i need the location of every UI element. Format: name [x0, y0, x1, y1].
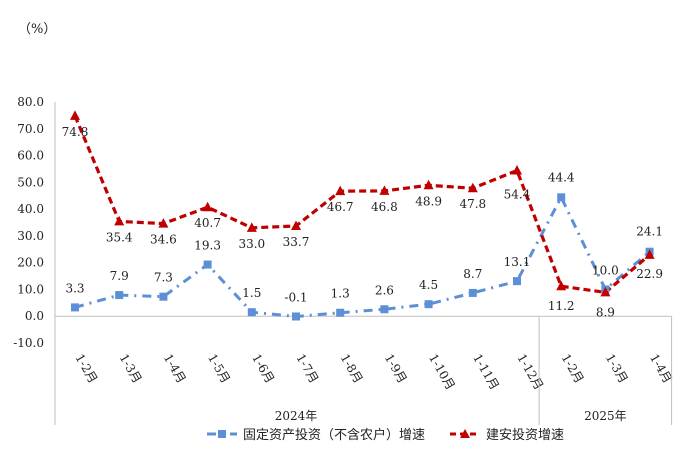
data-label: 1.3: [331, 287, 350, 301]
x-tick-label: 1-2月: [72, 352, 100, 386]
x-tick-label: 1-9月: [382, 352, 410, 386]
x-tick-label: 1-4月: [161, 352, 189, 386]
x-tick-label: 1-12月: [514, 352, 546, 393]
y-tick-label: 0.0: [25, 309, 44, 323]
year-group-label: 2025年: [584, 409, 627, 423]
data-point-square: [247, 308, 256, 317]
data-label: 1.5: [242, 286, 261, 300]
data-label: 8.9: [596, 305, 615, 319]
legend-label-fixed-investment: 固定资产投资（不含农户）增速: [243, 427, 425, 443]
data-point-square: [292, 312, 300, 321]
data-point-triangle: [556, 280, 567, 291]
data-label: 4.5: [419, 278, 438, 292]
series-line: [73, 115, 651, 295]
data-point-triangle: [335, 185, 346, 196]
x-tick-label: 1-10月: [426, 352, 458, 393]
x-tick-label: 1-11月: [470, 352, 502, 393]
data-point-square: [159, 292, 168, 301]
data-label: 22.9: [636, 267, 663, 281]
data-point-triangle: [467, 182, 478, 193]
y-tick-label: 30.0: [17, 229, 44, 243]
y-tick-label: 80.0: [17, 95, 44, 109]
data-point-square: [513, 277, 521, 286]
year-group-labels: 2024年 2025年: [54, 316, 673, 425]
legend-marker-triangle: [460, 429, 470, 438]
data-label: 8.7: [463, 267, 482, 281]
axes: [54, 102, 672, 343]
data-point-triangle: [246, 222, 257, 232]
y-unit-label: （%）: [18, 22, 56, 37]
x-tick-label: 1-5月: [205, 352, 233, 386]
data-point-square: [203, 260, 212, 269]
data-label: 74.8: [62, 125, 89, 139]
x-tick-label: 1-7月: [293, 352, 321, 386]
data-label: 33.0: [238, 237, 265, 251]
data-point-triangle: [423, 179, 434, 190]
y-tick-label: 10.0: [17, 282, 44, 296]
data-point-square: [557, 193, 566, 202]
series-markers: [70, 110, 655, 321]
data-label: 35.4: [106, 230, 133, 244]
data-label: 11.2: [548, 299, 575, 313]
y-tick-label: 40.0: [17, 202, 44, 216]
x-tick-label: 1-3月: [603, 352, 631, 386]
data-label: 7.3: [154, 271, 173, 285]
data-point-square: [380, 305, 389, 314]
legend-marker-square: [218, 430, 226, 438]
data-point-triangle: [600, 286, 611, 297]
data-label: 10.0: [592, 263, 619, 277]
data-label: 7.9: [110, 269, 129, 283]
data-point-square: [468, 288, 477, 297]
data-label: 3.3: [65, 281, 84, 295]
data-point-triangle: [644, 249, 655, 259]
data-point-triangle: [158, 218, 169, 228]
data-point-triangle: [291, 220, 301, 230]
x-tick-label: 1-3月: [117, 352, 145, 386]
data-point-triangle: [379, 185, 390, 195]
data-point-triangle: [114, 215, 125, 226]
legend-label-construction: 建安投资增速: [486, 427, 564, 443]
year-group-label: 2024年: [275, 409, 318, 423]
data-point-triangle: [202, 201, 213, 212]
x-tick-label: 1-2月: [559, 352, 587, 386]
x-axis-ticks: 1-2月 1-3月 1-4月 1-5月 1-6月 1-7月 1-8月 1-9月 1-10月 1-1…: [72, 352, 674, 393]
data-label: 48.9: [415, 194, 442, 208]
y-tick-label: -10.0: [13, 336, 44, 350]
data-label: 44.4: [548, 170, 575, 184]
data-point-square: [336, 308, 345, 317]
data-label: 46.7: [327, 200, 354, 214]
data-point-square: [71, 303, 79, 312]
series-line: [74, 193, 651, 318]
data-label: 13.1: [504, 255, 531, 269]
data-label: 40.7: [194, 216, 221, 230]
series-lines: [73, 115, 651, 318]
data-labels: 3.3 7.9 7.3 19.3 1.5 -0.1 1.3 2.6 4.5 8.7 13.1 44.4…: [62, 125, 663, 319]
data-label: 46.8: [371, 200, 398, 214]
data-label: 33.7: [283, 235, 310, 249]
legend: 固定资产投资（不含农户）增速 建安投资增速: [207, 427, 564, 443]
y-tick-label: 70.0: [17, 122, 44, 136]
y-tick-label: 20.0: [17, 256, 44, 270]
x-tick-label: 1-6月: [249, 352, 277, 386]
data-point-square: [115, 291, 124, 300]
data-label: 24.1: [636, 225, 663, 239]
data-point-triangle: [512, 165, 522, 175]
data-label: 47.8: [459, 197, 486, 211]
data-point-triangle: [70, 110, 80, 120]
x-tick-label: 1-4月: [647, 352, 675, 386]
data-point-square: [424, 300, 433, 309]
y-tick-label: 50.0: [17, 175, 44, 189]
data-label: 2.6: [375, 283, 394, 297]
data-label: 54.4: [504, 188, 531, 202]
data-label: 19.3: [194, 239, 221, 253]
data-label: -0.1: [284, 290, 307, 304]
y-axis-ticks: 80.0 70.0 60.0 50.0 40.0 30.0 20.0 10.0 0.0 -10.0: [13, 95, 44, 350]
x-tick-label: 1-8月: [338, 352, 366, 386]
y-tick-label: 60.0: [17, 149, 44, 163]
data-label: 34.6: [150, 233, 177, 247]
